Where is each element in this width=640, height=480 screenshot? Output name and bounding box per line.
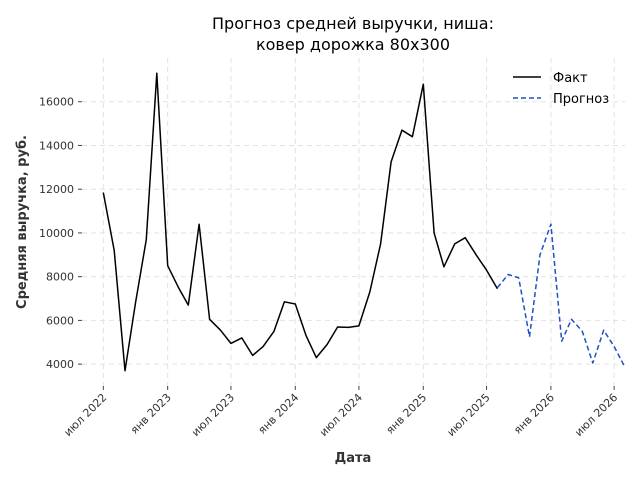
chart-title-line1: Прогноз средней выручки, ниша:: [212, 14, 494, 33]
axis-ticks: 4000 6000 8000 10000 12000 14000 16000 июл 2022…: [39, 96, 620, 439]
x-tick-label: янв 2023: [128, 391, 174, 437]
x-tick-label: янв 2025: [384, 391, 430, 437]
series-line-forecast: [496, 223, 626, 368]
legend-label-forecast: Прогноз: [553, 92, 609, 107]
y-tick-label: 12000: [39, 183, 74, 196]
legend: Факт Прогноз: [513, 71, 609, 107]
x-tick-label: июл 2022: [61, 391, 109, 439]
x-tick-label: июл 2026: [572, 391, 620, 439]
y-tick-label: 8000: [46, 271, 74, 284]
x-tick-label: июл 2025: [445, 391, 493, 439]
y-tick-label: 14000: [39, 139, 74, 152]
series-lines: [102, 72, 626, 372]
y-tick-label: 6000: [46, 314, 74, 327]
y-tick-label: 16000: [39, 96, 74, 109]
y-tick-label: 10000: [39, 227, 74, 240]
x-tick-label: июл 2024: [317, 391, 365, 439]
y-axis-label: Средняя выручка, руб.: [15, 135, 30, 309]
y-tick-label: 4000: [46, 358, 74, 371]
legend-label-fact: Факт: [553, 71, 588, 86]
x-axis-label: Дата: [335, 451, 372, 466]
x-tick-label: июл 2023: [189, 391, 237, 439]
chart-title-line2: ковер дорожка 80х300: [256, 35, 450, 54]
x-tick-label: янв 2024: [256, 391, 302, 437]
x-tick-label: янв 2026: [511, 391, 557, 437]
grid: [82, 58, 625, 386]
series-line-fact: [102, 72, 499, 372]
